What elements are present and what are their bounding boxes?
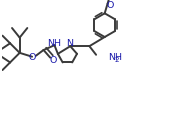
Text: NH: NH <box>109 53 122 62</box>
Text: O: O <box>107 1 114 10</box>
Text: O: O <box>50 56 57 65</box>
Text: N: N <box>66 39 73 48</box>
Text: 2: 2 <box>115 56 119 62</box>
Text: NH: NH <box>47 39 61 47</box>
Text: O: O <box>28 53 36 62</box>
